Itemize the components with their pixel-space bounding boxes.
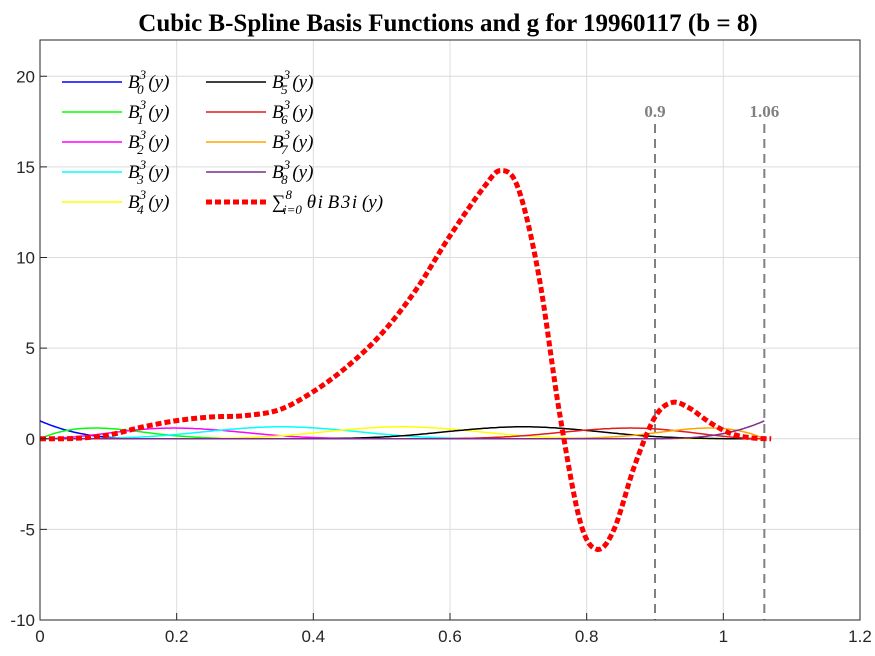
legend-label: B3 8 (y) bbox=[272, 157, 313, 187]
legend-label: B3 5 (y) bbox=[272, 67, 313, 97]
legend-item-0: B3 0 (y) bbox=[62, 67, 169, 97]
y-tick-label: 15 bbox=[16, 158, 35, 177]
y-tick-label: -5 bbox=[20, 520, 35, 539]
legend-label: B3 1 (y) bbox=[128, 97, 169, 127]
legend-item-4: B3 4 (y) bbox=[62, 187, 169, 217]
legend-item-8: B3 8 (y) bbox=[206, 157, 313, 187]
legend-item-9: ∑8 i=0 θ i B 3 i (y) bbox=[206, 187, 383, 217]
legend-item-5: B3 5 (y) bbox=[206, 67, 313, 97]
axis-ticks: 0 0.2 0.4 0.6 0.8 1 1.2 -10 -5 0 5 10 15 20 bbox=[10, 67, 871, 646]
legend-item-2: B3 2 (y) bbox=[62, 127, 169, 157]
legend-label: B3 7 (y) bbox=[272, 127, 313, 157]
legend: B3 0 (y)B3 1 (y)B3 2 (y)B3 3 (y)B3 4 (y) B3 5 (… bbox=[62, 67, 383, 217]
reference-line-label: 0.9 bbox=[644, 102, 665, 121]
x-tick-label: 0.6 bbox=[438, 627, 462, 646]
reference-lines: 0.9 1.06 bbox=[644, 102, 779, 620]
legend-item-3: B3 3 (y) bbox=[62, 157, 169, 187]
legend-item-7: B3 7 (y) bbox=[206, 127, 313, 157]
legend-label: B3 3 (y) bbox=[128, 157, 169, 187]
y-tick-label: -10 bbox=[10, 611, 35, 630]
y-tick-label: 0 bbox=[26, 430, 35, 449]
reference-line-label: 1.06 bbox=[749, 102, 779, 121]
x-tick-label: 1 bbox=[719, 627, 728, 646]
legend-label: B3 0 (y) bbox=[128, 67, 169, 97]
x-tick-label: 0 bbox=[35, 627, 44, 646]
legend-item-6: B3 6 (y) bbox=[206, 97, 313, 127]
x-tick-label: 0.2 bbox=[165, 627, 189, 646]
y-tick-label: 5 bbox=[26, 339, 35, 358]
series-line-basis-8 bbox=[40, 420, 765, 440]
legend-item-1: B3 1 (y) bbox=[62, 97, 169, 127]
series-line-sum bbox=[39, 168, 772, 552]
y-tick-label: 20 bbox=[16, 67, 35, 86]
legend-label: B3 6 (y) bbox=[272, 97, 313, 127]
legend-label: B3 2 (y) bbox=[128, 127, 169, 157]
series-layer bbox=[39, 168, 772, 552]
chart-title: Cubic B-Spline Basis Functions and g for… bbox=[138, 10, 757, 37]
x-tick-label: 1.2 bbox=[848, 627, 872, 646]
legend-label: B3 4 (y) bbox=[128, 187, 169, 217]
x-tick-label: 0.8 bbox=[575, 627, 599, 646]
x-tick-label: 0.4 bbox=[302, 627, 326, 646]
y-tick-label: 10 bbox=[16, 249, 35, 268]
legend-label: ∑8 i=0 θ i B 3 i (y) bbox=[272, 187, 383, 217]
